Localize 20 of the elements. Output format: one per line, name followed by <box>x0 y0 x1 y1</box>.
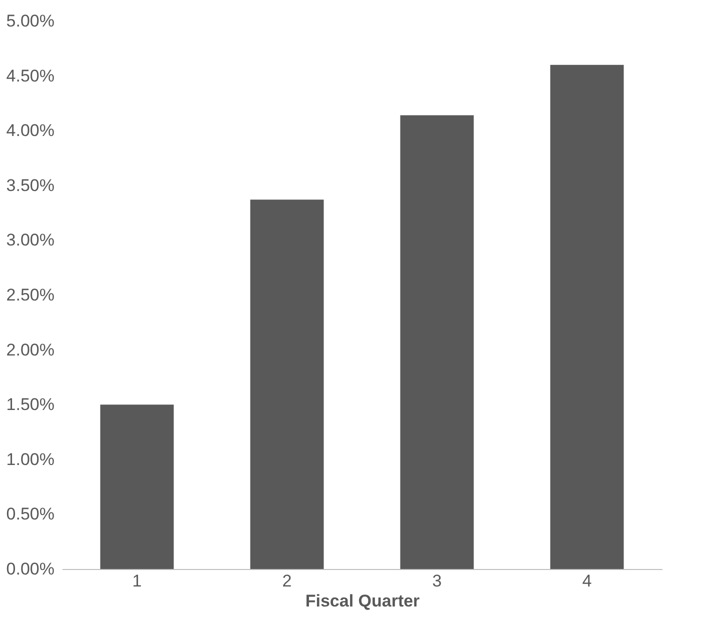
y-tick-label: 1.00% <box>6 450 54 469</box>
y-tick-label: 4.00% <box>6 121 54 140</box>
y-tick-label: 0.00% <box>6 560 54 578</box>
bar <box>250 200 324 569</box>
x-tick-label: 2 <box>282 572 292 590</box>
y-tick-label: 3.50% <box>6 176 54 195</box>
y-tick-label: 1.50% <box>6 395 54 414</box>
x-tick-label: 1 <box>132 572 142 590</box>
bar <box>400 115 474 569</box>
bar <box>100 404 174 569</box>
x-tick-label: 4 <box>582 572 592 590</box>
x-axis-title: Fiscal Quarter <box>305 592 420 610</box>
y-tick-label: 5.00% <box>6 12 54 30</box>
x-tick-label: 3 <box>432 572 442 590</box>
y-tick-label: 4.50% <box>6 66 54 86</box>
y-tick-label: 0.50% <box>6 504 54 524</box>
y-tick-label: 2.00% <box>6 340 54 360</box>
y-tick-label: 3.00% <box>6 230 54 250</box>
y-tick-label: 2.50% <box>6 286 54 304</box>
bar <box>550 64 624 569</box>
